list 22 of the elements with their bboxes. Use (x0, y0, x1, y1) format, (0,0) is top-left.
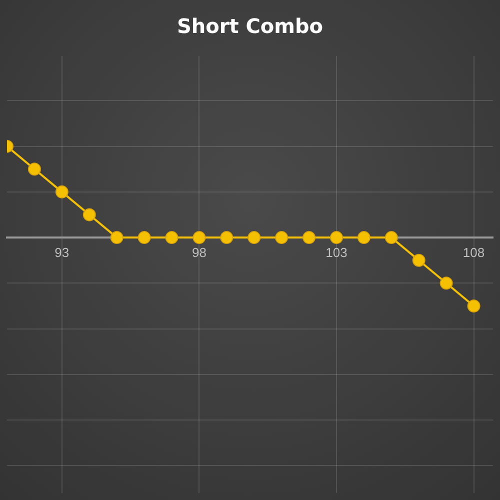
point (55, 185, 68, 198)
point (440, 276, 453, 290)
point (412, 254, 426, 267)
point (82, 208, 96, 222)
point (330, 231, 343, 244)
x-tick-label: 93 (54, 244, 70, 260)
chart-title: Short Combo (176, 14, 324, 38)
point (220, 231, 234, 244)
point (357, 231, 370, 244)
point (248, 231, 261, 244)
point (138, 231, 151, 244)
point (28, 162, 41, 176)
point (110, 231, 124, 244)
x-tick-label: 103 (326, 244, 348, 260)
point (302, 231, 316, 244)
point (384, 231, 398, 244)
point (275, 231, 288, 244)
point (192, 231, 206, 244)
x-tick-label: 98 (192, 244, 206, 260)
point (467, 299, 480, 312)
x-tick-label: 108 (462, 244, 485, 260)
point (165, 231, 178, 244)
